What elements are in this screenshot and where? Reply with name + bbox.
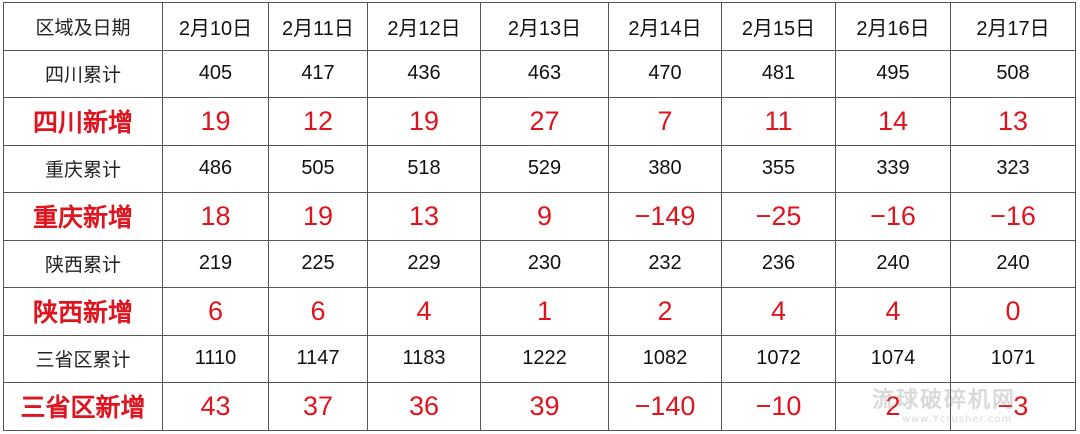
value-cell: 43	[162, 382, 269, 431]
value-cell: 19	[162, 97, 269, 146]
value-cell: 1072	[721, 334, 836, 383]
value-cell: −3	[950, 382, 1076, 431]
value-cell: 436	[367, 49, 481, 98]
value-cell: 18	[162, 192, 269, 241]
value-cell: 240	[950, 239, 1076, 288]
value-cell: 11	[721, 97, 836, 146]
value-cell: 219	[162, 239, 269, 288]
header-cell: 2月11日	[268, 2, 368, 51]
value-cell: 518	[367, 144, 481, 193]
value-cell: 1071	[950, 334, 1076, 383]
value-cell: 12	[268, 97, 368, 146]
value-cell: −149	[608, 192, 722, 241]
value-cell: 470	[608, 49, 722, 98]
value-cell: 6	[162, 287, 269, 336]
header-cell: 区域及日期	[3, 2, 163, 51]
value-cell: 481	[721, 49, 836, 98]
value-cell: 339	[835, 144, 951, 193]
value-cell: −10	[721, 382, 836, 431]
value-cell: 39	[480, 382, 609, 431]
table-row: 重庆累计 486 505 518 529 380 355 339 323	[3, 144, 1076, 193]
value-cell: 4	[721, 287, 836, 336]
value-cell: 323	[950, 144, 1076, 193]
header-cell: 2月10日	[162, 2, 269, 51]
value-cell: −25	[721, 192, 836, 241]
table-row: 四川新增 19 12 19 27 7 11 14 13	[3, 97, 1076, 146]
value-cell: 4	[835, 287, 951, 336]
watermark-title: 流球破碎机网	[872, 388, 1017, 413]
value-cell: 19	[268, 192, 368, 241]
value-cell: 225	[268, 239, 368, 288]
data-table: 区域及日期 2月10日 2月11日 2月12日 2月13日 2月14日 2月15…	[3, 2, 1076, 431]
value-cell: 495	[835, 49, 951, 98]
row-label: 陕西新增	[3, 287, 163, 336]
value-cell: 355	[721, 144, 836, 193]
value-cell: 2	[835, 382, 951, 431]
value-cell: 6	[268, 287, 368, 336]
value-cell: 1	[480, 287, 609, 336]
row-label: 三省区累计	[3, 334, 163, 383]
table-row: 陕西新增 6 6 4 1 2 4 4 0	[3, 287, 1076, 336]
value-cell: 505	[268, 144, 368, 193]
value-cell: 463	[480, 49, 609, 98]
value-cell: 9	[480, 192, 609, 241]
row-label: 四川新增	[3, 97, 163, 146]
row-label: 重庆累计	[3, 144, 163, 193]
value-cell: 236	[721, 239, 836, 288]
value-cell: 1074	[835, 334, 951, 383]
value-cell: 2	[608, 287, 722, 336]
value-cell: 529	[480, 144, 609, 193]
table-row: 四川累计 405 417 436 463 470 481 495 508	[3, 49, 1076, 98]
row-label: 陕西累计	[3, 239, 163, 288]
value-cell: 7	[608, 97, 722, 146]
table-row: 三省区新增 43 37 36 39 −140 −10 2 −3	[3, 382, 1076, 431]
value-cell: 508	[950, 49, 1076, 98]
header-row: 区域及日期 2月10日 2月11日 2月12日 2月13日 2月14日 2月15…	[3, 2, 1076, 51]
table-row: 重庆新增 18 19 13 9 −149 −25 −16 −16	[3, 192, 1076, 241]
header-cell: 2月17日	[950, 2, 1076, 51]
value-cell: 486	[162, 144, 269, 193]
value-cell: 13	[950, 97, 1076, 146]
value-cell: 37	[268, 382, 368, 431]
value-cell: −16	[950, 192, 1076, 241]
value-cell: 0	[950, 287, 1076, 336]
row-label: 三省区新增	[3, 382, 163, 431]
value-cell: 14	[835, 97, 951, 146]
value-cell: 405	[162, 49, 269, 98]
value-cell: −140	[608, 382, 722, 431]
header-cell: 2月15日	[721, 2, 836, 51]
header-cell: 2月16日	[835, 2, 951, 51]
value-cell: 19	[367, 97, 481, 146]
value-cell: 417	[268, 49, 368, 98]
header-cell: 2月13日	[480, 2, 609, 51]
header-cell: 2月14日	[608, 2, 722, 51]
value-cell: 13	[367, 192, 481, 241]
value-cell: 1147	[268, 334, 368, 383]
value-cell: −16	[835, 192, 951, 241]
value-cell: 1110	[162, 334, 269, 383]
table-row: 陕西累计 219 225 229 230 232 236 240 240	[3, 239, 1076, 288]
table-row: 三省区累计 1110 1147 1183 1222 1082 1072 1074 1071	[3, 334, 1076, 383]
row-label: 四川累计	[3, 49, 163, 98]
value-cell: 230	[480, 239, 609, 288]
value-cell: 380	[608, 144, 722, 193]
value-cell: 1183	[367, 334, 481, 383]
watermark-logo: 流球破碎机网 www.Ycrusher.com	[872, 382, 1016, 425]
value-cell: 4	[367, 287, 481, 336]
header-cell: 2月12日	[367, 2, 481, 51]
value-cell: 232	[608, 239, 722, 288]
watermark-url: www.Ycrusher.com	[902, 414, 1013, 425]
value-cell: 240	[835, 239, 951, 288]
value-cell: 229	[367, 239, 481, 288]
value-cell: 1222	[480, 334, 609, 383]
row-label: 重庆新增	[3, 192, 163, 241]
value-cell: 27	[480, 97, 609, 146]
value-cell: 1082	[608, 334, 722, 383]
value-cell: 36	[367, 382, 481, 431]
